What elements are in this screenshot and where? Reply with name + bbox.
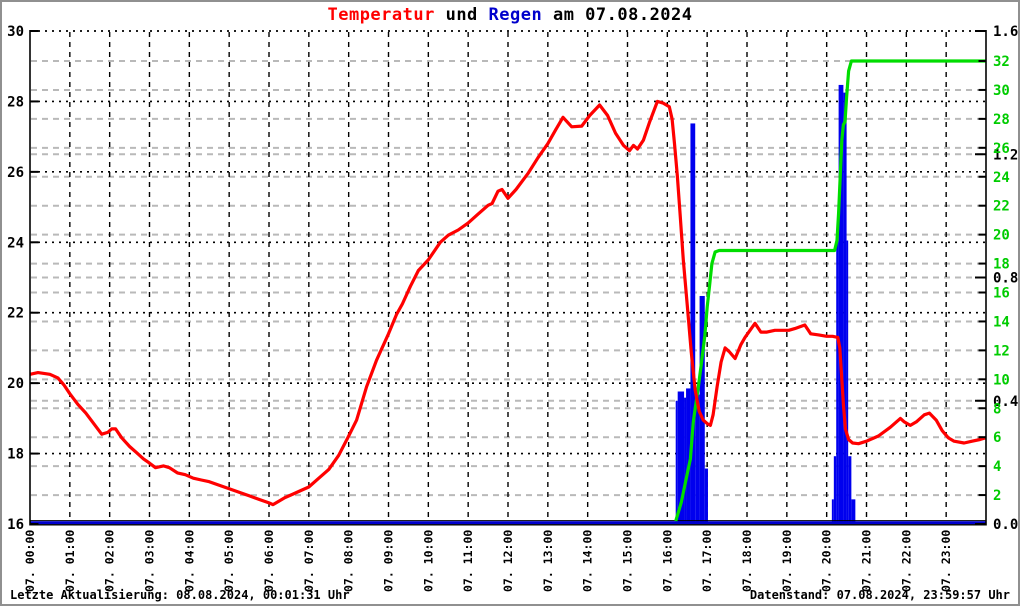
rain-bar	[846, 240, 849, 523]
y-right-rain-label: 0.4	[993, 394, 1018, 410]
title-und: und	[434, 5, 489, 25]
y-right-green-label: 12	[993, 343, 1010, 359]
y-left-tick-label: 30	[7, 24, 24, 40]
rain-bar	[843, 92, 847, 523]
rain-bar	[699, 295, 705, 523]
axis-labels: 30282624222018161.61.20.80.40.0323028262…	[7, 24, 1018, 533]
x-tick-label: 07. 06:00	[262, 530, 276, 592]
x-tick-label: 07. 23:00	[939, 530, 953, 592]
x-tick-label: 07. 11:00	[461, 530, 475, 592]
x-tick-label: 07. 18:00	[740, 530, 754, 592]
rain-zero-line	[30, 521, 986, 525]
x-tick-label: 07. 01:00	[63, 530, 77, 592]
chart-title: Temperatur und Regen am 07.08.2024	[2, 5, 1018, 25]
x-tick-label: 07. 19:00	[780, 530, 794, 592]
rain-bar	[833, 456, 837, 523]
y-right-green-label: 26	[993, 141, 1010, 157]
x-tick-label: 07. 05:00	[222, 530, 236, 592]
x-tick-label: 07. 12:00	[501, 530, 515, 592]
y-right-green-label: 8	[993, 401, 1001, 417]
rain-bar	[686, 388, 691, 523]
rain-bar	[848, 456, 852, 523]
rain-bar	[677, 391, 685, 523]
x-axis-labels: 07. 00:00 07. 01:00 07. 02:00 07. 03:00 07. …	[23, 530, 953, 592]
x-tick-label: 07. 07:00	[302, 530, 316, 592]
rain-bar	[690, 123, 696, 523]
rain-bar	[675, 400, 678, 523]
y-right-green-label: 2	[993, 488, 1001, 504]
rain-bar	[831, 499, 834, 523]
x-tick-label: 07. 08:00	[342, 530, 356, 592]
rain-baseline	[30, 520, 986, 526]
y-left-tick-label: 26	[7, 165, 24, 181]
rain-bar	[838, 84, 844, 523]
x-tick-label: 07. 00:00	[23, 530, 37, 592]
rain-bar	[836, 240, 839, 523]
title-temperatur: Temperatur	[327, 5, 435, 25]
y-right-green-label: 18	[993, 257, 1010, 273]
y-right-rain-label: 0.8	[993, 271, 1018, 287]
y-right-green-label: 24	[993, 170, 1010, 186]
y-right-green-label: 20	[993, 228, 1010, 244]
y-right-green-label: 28	[993, 112, 1010, 128]
x-tick-label: 07. 09:00	[382, 530, 396, 592]
x-tick-label: 07. 10:00	[421, 530, 435, 592]
temperature-line	[29, 99, 987, 507]
y-right-green-label: 32	[993, 54, 1010, 70]
rain-sum-line	[674, 59, 986, 522]
x-tick-label: 07. 13:00	[541, 530, 555, 592]
y-right-green-label: 10	[993, 372, 1010, 388]
y-left-tick-label: 18	[7, 447, 24, 463]
y-left-tick-label: 16	[7, 517, 24, 533]
x-tick-label: 07. 17:00	[700, 530, 714, 592]
y-left-tick-label: 24	[7, 235, 24, 251]
x-tick-label: 07. 16:00	[660, 530, 674, 592]
x-tick-label: 07. 03:00	[143, 530, 157, 592]
y-right-green-label: 16	[993, 286, 1010, 302]
y-right-green-label: 22	[993, 199, 1010, 215]
x-tick-label: 07. 21:00	[860, 530, 874, 592]
y-right-rain-label: 0.0	[993, 517, 1018, 533]
y-right-green-label: 14	[993, 314, 1010, 330]
x-tick-label: 07. 04:00	[182, 530, 196, 592]
last-update-text: Letzte Aktualisierung: 08.08.2024, 00:01…	[10, 588, 350, 602]
y-left-tick-label: 22	[7, 306, 24, 322]
rain-bars	[675, 84, 856, 523]
y-right-green-label: 30	[993, 83, 1010, 99]
rain-bar	[695, 394, 700, 523]
title-date: am 07.08.2024	[542, 5, 693, 25]
y-left-tick-label: 20	[7, 376, 24, 392]
hour-gridlines	[69, 32, 947, 521]
y-right-rain-label: 1.6	[993, 24, 1018, 40]
data-state-text: Datenstand: 07.08.2024, 23:59:57 Uhr	[749, 588, 1010, 602]
axis-ticks	[30, 30, 986, 525]
x-tick-label: 07. 22:00	[899, 530, 913, 592]
rain-bar	[704, 468, 708, 523]
title-regen: Regen	[488, 5, 543, 25]
rain-bar	[684, 397, 687, 523]
x-tick-label: 07. 02:00	[103, 530, 117, 592]
y-right-green-label: 6	[993, 430, 1001, 446]
x-tick-label: 07. 20:00	[820, 530, 834, 592]
x-tick-label: 07. 14:00	[581, 530, 595, 592]
y-right-green-label: 4	[993, 459, 1001, 475]
y-left-tick-label: 28	[7, 94, 24, 110]
y-right-rain-label: 1.2	[993, 147, 1018, 163]
x-tick-label: 07. 15:00	[621, 530, 635, 592]
rain-bar	[851, 499, 856, 523]
